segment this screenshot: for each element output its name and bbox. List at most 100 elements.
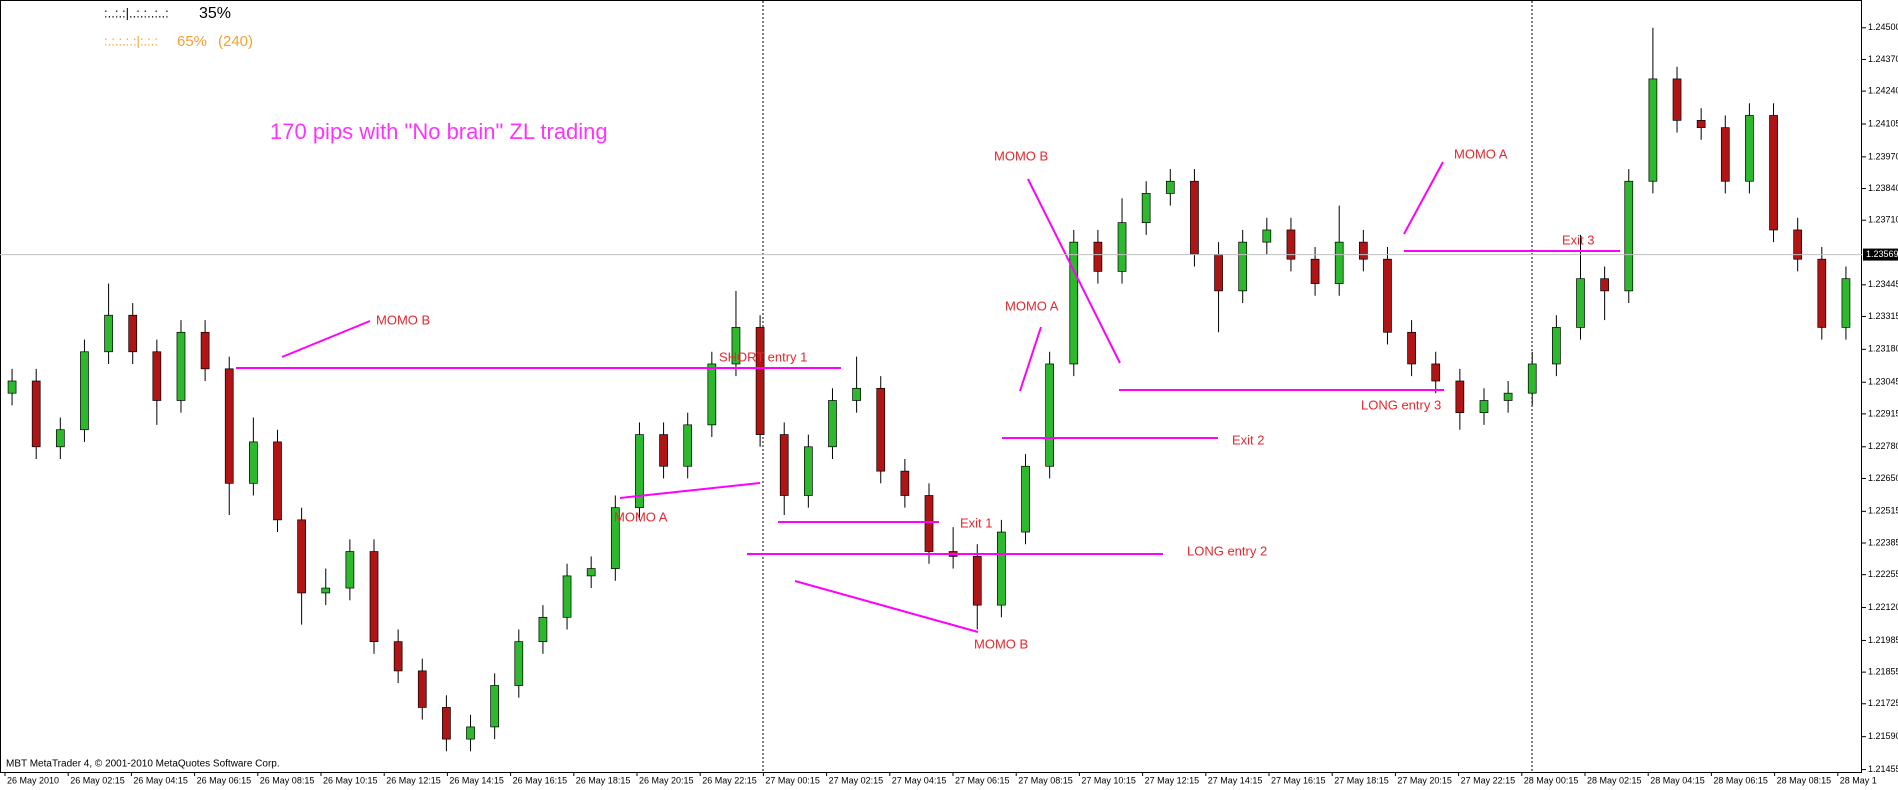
x-tick-label: 26 May 2010 [7, 775, 59, 785]
candle-body [176, 331, 186, 401]
indicator-value: 35% [199, 5, 231, 22]
candle-body [1745, 115, 1754, 182]
candle-body [1696, 119, 1706, 129]
candle-body [731, 327, 741, 365]
candle-body [1648, 78, 1658, 182]
candle-body [828, 400, 837, 448]
annotation: Exit 3 [1562, 232, 1595, 247]
candle-body [7, 380, 17, 394]
candle-body [442, 707, 451, 740]
candle-body [924, 495, 934, 552]
candle-body [1117, 222, 1127, 272]
annotation: MOMO A [1454, 146, 1508, 161]
x-tick-label: 27 May 04:15 [892, 775, 947, 785]
x-tick-label: 28 May 04:15 [1650, 775, 1705, 785]
x-tick-label: 26 May 02:15 [70, 775, 125, 785]
candle-body [804, 446, 813, 496]
trend-line [1019, 326, 1042, 392]
candle-body [538, 616, 548, 643]
y-tick-label: 1.23445 [1868, 279, 1898, 289]
y-tick-label: 1.24240 [1868, 85, 1898, 95]
candle-body [1214, 253, 1223, 292]
y-tick-label: 1.22120 [1868, 602, 1898, 612]
candle-body [1624, 180, 1634, 292]
x-tick-label: 28 May 06:15 [1713, 775, 1768, 785]
candle-body [104, 314, 113, 353]
x-tick-label: 28 May 00:15 [1524, 775, 1579, 785]
x-tick-label: 26 May 18:15 [576, 775, 631, 785]
candle-body [1093, 241, 1103, 272]
candle-body [900, 470, 910, 496]
y-tick-label: 1.21590 [1868, 731, 1898, 741]
candle-body [80, 351, 89, 431]
candle-body [1527, 363, 1537, 394]
candle-body [224, 368, 234, 484]
x-tick-label: 28 May 02:15 [1587, 775, 1642, 785]
candle-body [1238, 241, 1248, 292]
candle-body [707, 363, 717, 426]
candle-body [490, 685, 500, 728]
candle-body [1141, 193, 1151, 224]
candle-body [1358, 241, 1368, 260]
y-tick-label: 1.22515 [1868, 506, 1898, 516]
y-tick-label: 1.23840 [1868, 183, 1898, 193]
candle-body [321, 587, 331, 594]
y-tick-label: 1.23180 [1868, 344, 1898, 354]
candle-body [1503, 392, 1513, 401]
candle-body [369, 551, 379, 643]
annotation: MOMO B [994, 148, 1048, 163]
annotation: LONG entry 2 [1187, 543, 1267, 558]
candle-body [1720, 127, 1730, 182]
candle-body [779, 434, 789, 496]
y-tick-label: 1.22915 [1868, 408, 1898, 418]
candle-body [31, 380, 41, 448]
x-tick-label: 27 May 10:15 [1081, 775, 1136, 785]
candle-body [1045, 363, 1054, 467]
candles [7, 27, 1851, 752]
x-tick-label: 26 May 14:15 [449, 775, 504, 785]
indicator-value: 65% [177, 33, 207, 50]
drawings [236, 161, 1620, 633]
y-tick-label: 1.23045 [1868, 377, 1898, 387]
candle-body [1600, 278, 1609, 292]
candle-body [128, 314, 138, 353]
candle-body [297, 519, 306, 594]
trend-line [794, 580, 979, 633]
candle-body [876, 387, 886, 472]
y-tick-label: 1.22780 [1868, 441, 1898, 451]
y-tick-label: 1.23315 [1868, 311, 1898, 321]
candle-body [1286, 229, 1296, 260]
chart-title: 170 pips with "No brain" ZL trading [270, 119, 608, 144]
annotation: MOMO B [974, 636, 1028, 651]
candle-body [1190, 180, 1199, 255]
footer: MBT MetaTrader 4, © 2001-2010 MetaQuotes… [6, 759, 280, 770]
candle-body [562, 575, 572, 618]
candle-body [1817, 258, 1827, 328]
indicator-count: (240) [218, 33, 253, 50]
x-tick-label: 26 May 06:15 [197, 775, 252, 785]
x-tick-label: 26 May 22:15 [702, 775, 757, 785]
x-tick-label: 27 May 14:15 [1208, 775, 1263, 785]
y-tick-label: 1.22650 [1868, 473, 1898, 483]
trend-line [1027, 178, 1121, 364]
candle-body [345, 551, 355, 589]
x-tick-label: 26 May 12:15 [386, 775, 441, 785]
candle-body [1479, 400, 1489, 414]
candle-body [1455, 380, 1465, 414]
candle-body [1262, 229, 1272, 243]
y-tick-label: 1.21985 [1868, 635, 1898, 645]
candle-body [852, 387, 861, 401]
x-tick-label: 27 May 06:15 [955, 775, 1010, 785]
y-tick-label: 1.23970 [1868, 151, 1898, 161]
y-tick-label: 1.21725 [1868, 698, 1898, 708]
candle-body [1793, 229, 1803, 260]
candle-body [417, 670, 427, 708]
indicator-pattern: :.:.:.:.:|:.:.: [104, 33, 158, 48]
candle-body [1021, 465, 1030, 533]
x-tick-label: 27 May 18:15 [1334, 775, 1389, 785]
annotation: Exit 2 [1232, 432, 1265, 447]
x-tick-label: 26 May 04:15 [133, 775, 188, 785]
candle-body [972, 556, 982, 606]
